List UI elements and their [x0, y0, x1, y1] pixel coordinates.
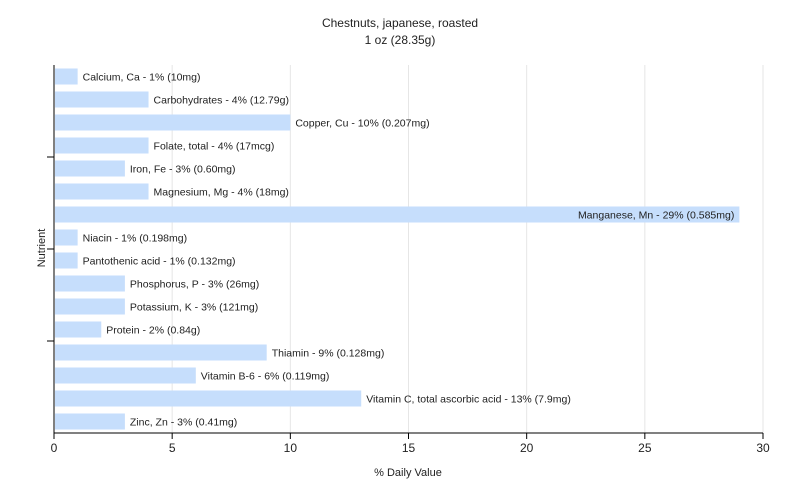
bar: [55, 114, 291, 131]
x-tick-label: 30: [756, 441, 770, 455]
x-tick-label: 0: [51, 441, 58, 455]
x-axis-ticks: 0 5 10 15 20 25 30: [51, 433, 770, 455]
bar-label: Vitamin B-6 - 6% (0.119mg): [201, 371, 330, 383]
bar: [55, 413, 125, 430]
bar-label: Carbohydrates - 4% (12.79g): [154, 95, 289, 107]
bar: [55, 68, 78, 85]
bar-label: Phosphorus, P - 3% (26mg): [130, 279, 259, 291]
bar-label: Magnesium, Mg - 4% (18mg): [154, 187, 289, 199]
x-tick-label: 10: [284, 441, 298, 455]
bar-label: Manganese, Mn - 29% (0.585mg): [578, 210, 734, 222]
bar-label: Folate, total - 4% (17mcg): [154, 141, 275, 153]
x-tick-label: 20: [520, 441, 534, 455]
bar: [55, 367, 196, 384]
x-tick-label: 5: [169, 441, 176, 455]
chart-title: Chestnuts, japanese, roasted: [322, 16, 478, 30]
bar: [55, 344, 267, 361]
bar: [55, 91, 149, 108]
bar-label: Protein - 2% (0.84g): [106, 325, 200, 337]
bar: [55, 206, 740, 223]
bars: Calcium, Ca - 1% (10mg) Carbohydrates - 4…: [55, 68, 740, 430]
bar: [55, 229, 78, 246]
bar-label: Pantothenic acid - 1% (0.132mg): [83, 256, 236, 268]
bar: [55, 183, 149, 200]
bar-label: Zinc, Zn - 3% (0.41mg): [130, 417, 237, 429]
bar-label: Iron, Fe - 3% (0.60mg): [130, 164, 236, 176]
x-axis-label: % Daily Value: [374, 467, 442, 479]
y-axis-label: Nutrient: [36, 229, 48, 268]
bar: [55, 321, 102, 338]
x-tick-label: 15: [402, 441, 416, 455]
bar-label: Niacin - 1% (0.198mg): [83, 233, 187, 245]
bar: [55, 252, 78, 269]
bar-label: Calcium, Ca - 1% (10mg): [83, 72, 201, 84]
bar: [55, 298, 125, 315]
bar-label: Potassium, K - 3% (121mg): [130, 302, 258, 314]
x-tick-label: 25: [638, 441, 652, 455]
bar-label: Thiamin - 9% (0.128mg): [272, 348, 385, 360]
bar: [55, 160, 125, 177]
chart-subtitle: 1 oz (28.35g): [365, 33, 436, 47]
bar: [55, 137, 149, 154]
bar-label: Vitamin C, total ascorbic acid - 13% (7.…: [366, 394, 571, 406]
bar: [55, 275, 125, 292]
bar-label: Copper, Cu - 10% (0.207mg): [295, 118, 429, 130]
bar: [55, 390, 362, 407]
